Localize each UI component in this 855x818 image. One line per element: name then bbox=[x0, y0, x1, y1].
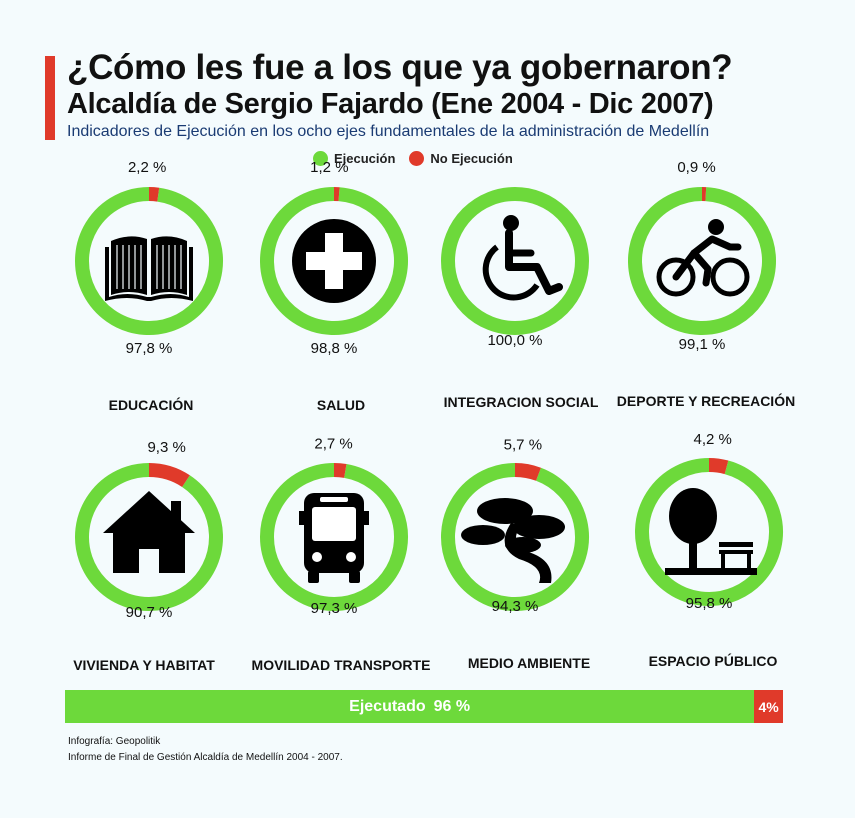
no-execution-slice bbox=[148, 187, 160, 202]
donut-park-bench: 4,2 % 95,8 % ESPACIO PÚBLICO bbox=[635, 431, 783, 669]
total-execution-bar: Ejecutado 96 % 4% bbox=[65, 690, 783, 723]
execution-value-label: 94,3 % bbox=[492, 598, 539, 615]
legend-label-no-execution: No Ejecución bbox=[430, 150, 513, 166]
donut-wheelchair: 100,0 % INTEGRACION SOCIAL bbox=[441, 187, 599, 410]
category-label: DEPORTE Y RECREACIÓN bbox=[617, 392, 795, 409]
total-executed-value: 96 % bbox=[433, 697, 471, 715]
execution-slice bbox=[75, 187, 223, 335]
category-label: INTEGRACION SOCIAL bbox=[444, 394, 599, 410]
cyclist-icon bbox=[656, 219, 750, 297]
execution-value-label: 95,8 % bbox=[686, 595, 733, 612]
title-accent-bar bbox=[45, 56, 55, 140]
legend-item-execution: Ejecución bbox=[313, 150, 396, 166]
category-label: ESPACIO PÚBLICO bbox=[649, 652, 778, 669]
page-description: Indicadores de Ejecución en los ocho eje… bbox=[67, 123, 710, 140]
donut-book: 2,2 % 97,8 % EDUCACIÓN bbox=[75, 159, 223, 413]
execution-slice bbox=[260, 187, 408, 335]
category-label: MOVILIDAD TRANSPORTE bbox=[252, 657, 431, 673]
total-executed-segment: Ejecutado 96 % bbox=[65, 690, 755, 723]
no-execution-value-label: 9,3 % bbox=[147, 439, 185, 456]
no-execution-value-label: 2,2 % bbox=[128, 159, 166, 176]
no-execution-slice bbox=[514, 463, 541, 481]
donut-cyclist: 0,9 % 99,1 % DEPORTE Y RECREACIÓN bbox=[617, 159, 795, 409]
execution-slice bbox=[635, 458, 783, 606]
legend: Ejecución No Ejecución bbox=[313, 148, 513, 168]
donut-house: 9,3 % 90,7 % VIVIENDA Y HABITAT bbox=[73, 439, 223, 673]
legend-swatch-execution bbox=[313, 150, 328, 166]
donut-medical-cross: 1,2 % 98,8 % SALUD bbox=[260, 159, 408, 413]
no-execution-value-label: 4,2 % bbox=[694, 431, 732, 448]
execution-value-label: 99,1 % bbox=[679, 336, 726, 353]
legend-label-execution: Ejecución bbox=[334, 150, 396, 166]
execution-slice bbox=[441, 463, 589, 611]
medical-cross-icon bbox=[292, 219, 376, 303]
bonsai-tree-icon bbox=[461, 498, 565, 583]
execution-value-label: 100,0 % bbox=[487, 332, 542, 349]
total-not-executed-value: 4% bbox=[758, 698, 779, 715]
total-not-executed-segment: 4% bbox=[754, 690, 783, 723]
execution-slice bbox=[628, 187, 776, 335]
no-execution-slice bbox=[708, 458, 729, 475]
category-label: VIVIENDA Y HABITAT bbox=[73, 657, 215, 673]
category-label: MEDIO AMBIENTE bbox=[468, 655, 590, 671]
execution-value-label: 97,8 % bbox=[126, 340, 173, 357]
bus-icon bbox=[299, 493, 369, 583]
execution-value-label: 90,7 % bbox=[126, 604, 173, 621]
book-icon bbox=[105, 236, 193, 301]
no-execution-slice bbox=[333, 463, 347, 478]
category-label: EDUCACIÓN bbox=[109, 396, 194, 413]
donut-bus: 2,7 % 97,3 % MOVILIDAD TRANSPORTE bbox=[252, 435, 431, 673]
legend-swatch-no-execution bbox=[409, 150, 425, 166]
park-bench-icon bbox=[665, 488, 757, 575]
no-execution-value-label: 1,2 % bbox=[310, 159, 348, 176]
total-executed-label: Ejecutado bbox=[349, 697, 426, 715]
no-execution-value-label: 0,9 % bbox=[677, 159, 715, 176]
execution-value-label: 98,8 % bbox=[311, 340, 358, 357]
execution-value-label: 97,3 % bbox=[311, 600, 358, 617]
sources: Infografía: Geopolitik Informe de Final … bbox=[68, 734, 343, 766]
no-execution-value-label: 2,7 % bbox=[314, 435, 352, 452]
source-line-report: Informe de Final de Gestión Alcaldía de … bbox=[68, 752, 343, 763]
legend-item-no-execution: No Ejecución bbox=[409, 150, 513, 166]
execution-slice bbox=[75, 463, 223, 611]
execution-slice bbox=[441, 187, 589, 335]
house-icon bbox=[103, 491, 195, 573]
page-title: ¿Cómo les fue a los que ya gobernaron? bbox=[67, 48, 733, 87]
page-subtitle: Alcaldía de Sergio Fajardo (Ene 2004 - D… bbox=[67, 88, 714, 120]
source-line-infographic: Infografía: Geopolitik bbox=[68, 736, 161, 747]
no-execution-value-label: 5,7 % bbox=[504, 436, 542, 453]
no-execution-slice bbox=[148, 463, 190, 488]
donut-bonsai-tree: 5,7 % 94,3 % MEDIO AMBIENTE bbox=[441, 436, 590, 671]
execution-slice bbox=[260, 463, 408, 611]
category-label: SALUD bbox=[317, 397, 365, 413]
wheelchair-icon bbox=[482, 215, 563, 301]
